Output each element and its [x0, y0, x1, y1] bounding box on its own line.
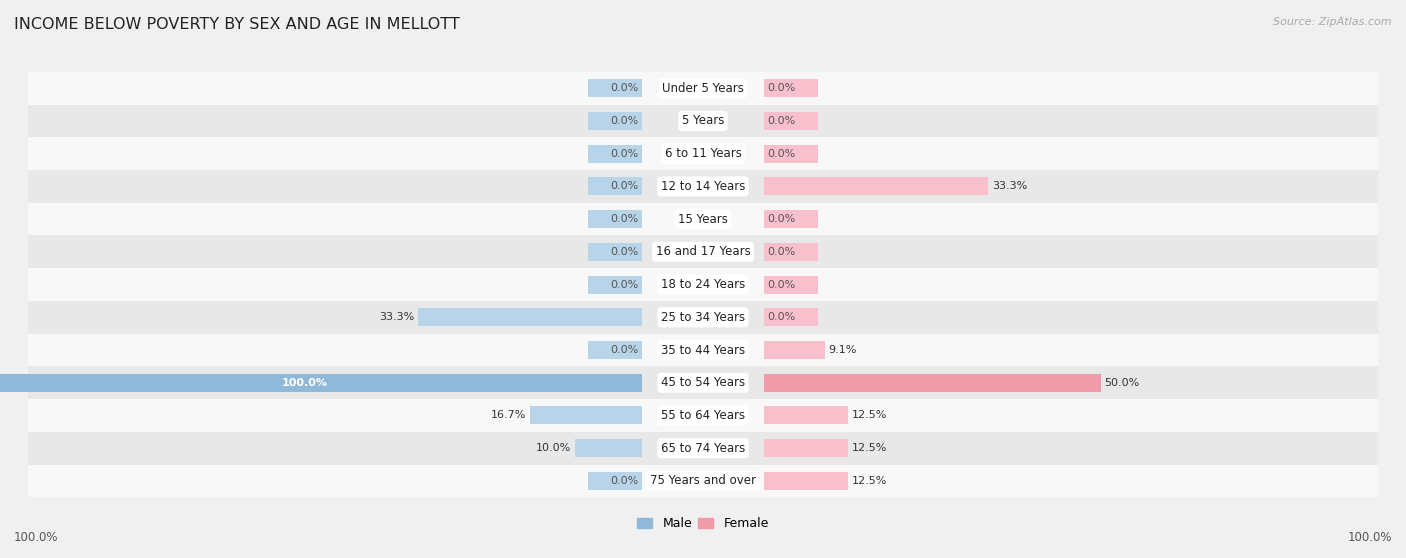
Bar	[763, 341, 825, 359]
Bar	[28, 203, 1378, 235]
Bar	[763, 177, 988, 195]
Bar	[418, 309, 643, 326]
Text: 65 to 74 Years: 65 to 74 Years	[661, 442, 745, 455]
Bar	[0, 374, 643, 392]
Bar	[763, 374, 1101, 392]
Text: 0.0%: 0.0%	[610, 148, 638, 158]
Bar	[28, 432, 1378, 465]
Bar	[28, 301, 1378, 334]
Bar	[588, 112, 643, 130]
Bar	[763, 112, 818, 130]
Bar	[588, 210, 643, 228]
Bar	[575, 439, 643, 457]
Text: 0.0%: 0.0%	[768, 247, 796, 257]
Text: 12.5%: 12.5%	[852, 443, 887, 453]
Text: 0.0%: 0.0%	[768, 148, 796, 158]
Text: 35 to 44 Years: 35 to 44 Years	[661, 344, 745, 357]
Text: 0.0%: 0.0%	[768, 280, 796, 290]
Text: 9.1%: 9.1%	[828, 345, 856, 355]
Text: 16 and 17 Years: 16 and 17 Years	[655, 246, 751, 258]
Text: 45 to 54 Years: 45 to 54 Years	[661, 376, 745, 389]
Text: 25 to 34 Years: 25 to 34 Years	[661, 311, 745, 324]
Bar	[763, 276, 818, 294]
Legend: Male, Female: Male, Female	[633, 512, 773, 535]
Bar	[763, 145, 818, 163]
Text: 0.0%: 0.0%	[610, 280, 638, 290]
Text: 6 to 11 Years: 6 to 11 Years	[665, 147, 741, 160]
Text: 0.0%: 0.0%	[768, 312, 796, 323]
Text: Under 5 Years: Under 5 Years	[662, 81, 744, 95]
Text: 0.0%: 0.0%	[610, 247, 638, 257]
Bar	[28, 72, 1378, 104]
Text: 0.0%: 0.0%	[768, 214, 796, 224]
Bar	[530, 406, 643, 425]
Bar	[588, 145, 643, 163]
Bar	[28, 104, 1378, 137]
Text: 15 Years: 15 Years	[678, 213, 728, 225]
Bar	[763, 472, 848, 490]
Text: 75 Years and over: 75 Years and over	[650, 474, 756, 488]
Bar	[28, 334, 1378, 367]
Text: 0.0%: 0.0%	[610, 214, 638, 224]
Text: 0.0%: 0.0%	[768, 116, 796, 126]
Text: 50.0%: 50.0%	[1105, 378, 1140, 388]
Text: 12.5%: 12.5%	[852, 476, 887, 486]
Text: 16.7%: 16.7%	[491, 411, 526, 421]
Text: 0.0%: 0.0%	[610, 116, 638, 126]
Bar	[763, 406, 848, 425]
Bar	[763, 439, 848, 457]
Bar	[588, 177, 643, 195]
Bar	[588, 243, 643, 261]
Text: 18 to 24 Years: 18 to 24 Years	[661, 278, 745, 291]
Bar	[28, 268, 1378, 301]
Bar	[588, 341, 643, 359]
Text: 55 to 64 Years: 55 to 64 Years	[661, 409, 745, 422]
Text: 100.0%: 100.0%	[1347, 531, 1392, 544]
Bar	[588, 472, 643, 490]
Bar	[28, 465, 1378, 497]
Text: 100.0%: 100.0%	[14, 531, 59, 544]
Text: INCOME BELOW POVERTY BY SEX AND AGE IN MELLOTT: INCOME BELOW POVERTY BY SEX AND AGE IN M…	[14, 17, 460, 32]
Bar	[763, 210, 818, 228]
Text: 0.0%: 0.0%	[610, 181, 638, 191]
Text: 0.0%: 0.0%	[610, 476, 638, 486]
Text: 12.5%: 12.5%	[852, 411, 887, 421]
Text: 10.0%: 10.0%	[536, 443, 571, 453]
Bar	[763, 243, 818, 261]
Text: 0.0%: 0.0%	[610, 345, 638, 355]
Bar	[763, 309, 818, 326]
Bar	[588, 79, 643, 97]
Text: 12 to 14 Years: 12 to 14 Years	[661, 180, 745, 193]
Bar	[28, 137, 1378, 170]
Text: 0.0%: 0.0%	[768, 83, 796, 93]
Text: 33.3%: 33.3%	[991, 181, 1028, 191]
Bar	[28, 235, 1378, 268]
Text: 33.3%: 33.3%	[378, 312, 415, 323]
Bar	[28, 367, 1378, 399]
Bar	[588, 276, 643, 294]
Bar	[28, 170, 1378, 203]
Bar	[28, 399, 1378, 432]
Bar	[763, 79, 818, 97]
Text: 0.0%: 0.0%	[610, 83, 638, 93]
Text: Source: ZipAtlas.com: Source: ZipAtlas.com	[1274, 17, 1392, 27]
Text: 100.0%: 100.0%	[281, 378, 328, 388]
Text: 5 Years: 5 Years	[682, 114, 724, 127]
